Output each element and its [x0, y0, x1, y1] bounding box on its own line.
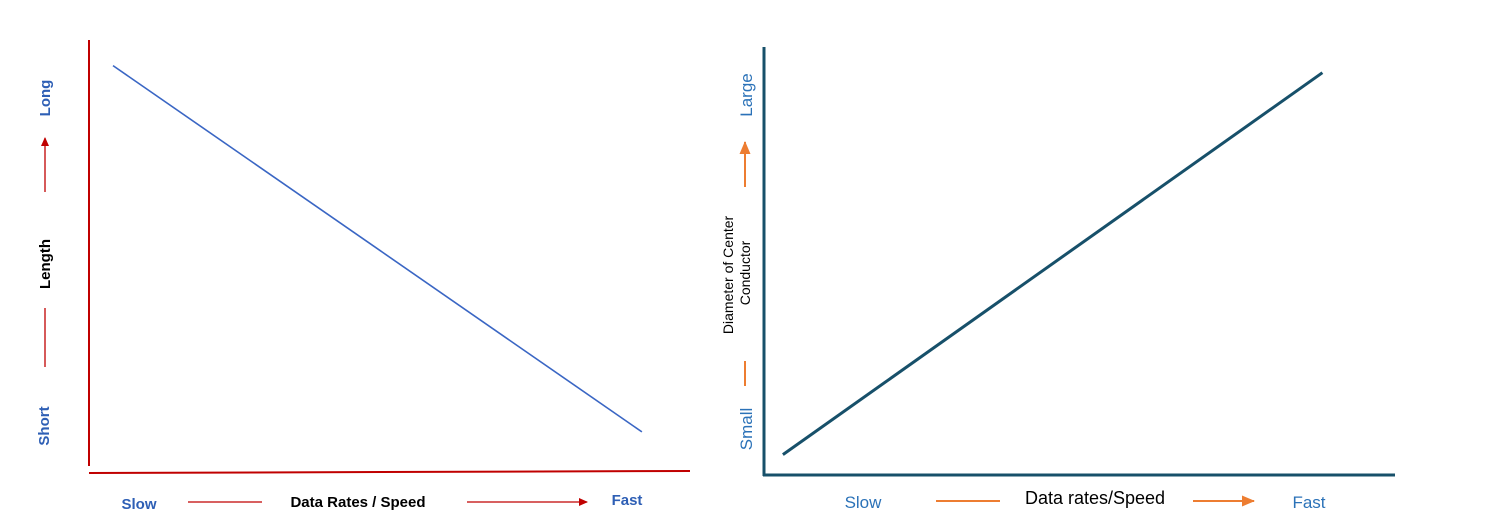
chart1-y-axis-label: Length — [37, 239, 54, 289]
chart2-y-axis-label: Diameter of Center Conductor — [720, 212, 753, 334]
chart1-series-line — [112, 64, 643, 433]
chart1-x-tick-low: Slow — [121, 496, 156, 513]
chart1-y-tick-high: Long — [37, 80, 54, 117]
chart-diameter-vs-speed: Large Diameter of Center Conductor Small… — [720, 47, 1395, 512]
chart1-x-axis — [88, 470, 691, 474]
chart2-series-line — [782, 71, 1324, 456]
chart1-x-axis-label: Data Rates / Speed — [290, 494, 425, 511]
chart2-y-tick-low: Small — [737, 408, 756, 451]
chart2-x-tick-low: Slow — [845, 493, 883, 512]
chart-length-vs-speed: Long Length Short Slow Data Rates / Spee… — [36, 40, 691, 513]
chart2-y-tick-high: Large — [737, 73, 756, 116]
chart1-x-tick-high: Fast — [612, 492, 643, 509]
chart2-x-axis-label: Data rates/Speed — [1025, 488, 1165, 508]
chart2-x-tick-high: Fast — [1292, 493, 1325, 512]
chart1-y-tick-low: Short — [36, 406, 53, 445]
